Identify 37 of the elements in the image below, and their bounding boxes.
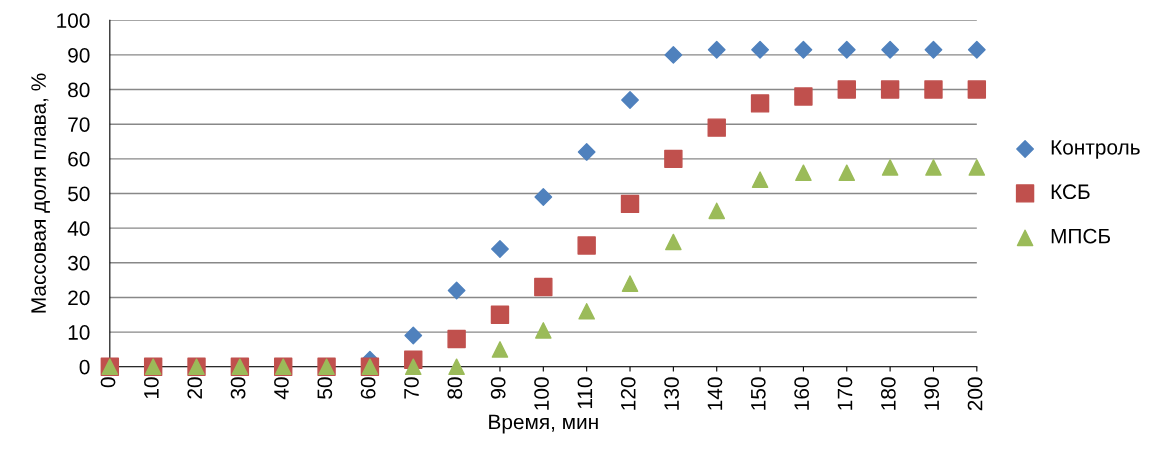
x-tick-label: 40: [274, 377, 289, 400]
x-tick-label: 180: [880, 377, 896, 410]
x-tick-label: 170: [837, 377, 853, 410]
x-tick-label: 20: [187, 377, 203, 399]
y-tick-label: 100: [57, 13, 90, 28]
legend-label: Контроль: [1051, 140, 1140, 159]
y-tick-label: 90: [68, 47, 90, 63]
legend-label: МПСБ: [1051, 228, 1111, 244]
y-tick-label: 80: [68, 82, 90, 98]
y-tick-label: 10: [68, 325, 90, 340]
x-axis-title: Время, мин: [489, 414, 598, 434]
y-tick-label: 50: [68, 186, 90, 202]
x-tick-label: 80: [447, 377, 463, 399]
x-tick-label: 30: [230, 377, 246, 399]
y-tick-label: 60: [68, 151, 90, 167]
y-tick-label: 40: [67, 221, 90, 236]
x-tick-label: 110: [577, 377, 593, 409]
y-axis-title: Массовая доля плава, %: [31, 73, 50, 313]
x-tick-label: 160: [794, 377, 810, 410]
x-tick-label: 120: [620, 377, 636, 410]
x-tick-label: 150: [750, 377, 766, 410]
x-tick-label: 60: [360, 377, 376, 399]
y-tick-label: 0: [79, 359, 90, 375]
legend-label: КСБ: [1051, 184, 1090, 200]
x-tick-label: 70: [404, 377, 419, 399]
x-tick-label: 140: [707, 377, 723, 410]
y-tick-label: 20: [68, 290, 90, 306]
y-tick-label: 70: [68, 117, 90, 132]
x-tick-label: 50: [317, 377, 333, 399]
x-tick-label: 200: [967, 377, 983, 411]
x-tick-label: 100: [534, 377, 549, 410]
x-tick-label: 0: [100, 377, 116, 388]
x-tick-label: 130: [664, 377, 679, 410]
y-tick-label: 30: [68, 255, 90, 271]
x-tick-label: 190: [924, 377, 940, 410]
x-tick-label: 90: [490, 377, 506, 399]
x-tick-label: 10: [144, 377, 159, 399]
